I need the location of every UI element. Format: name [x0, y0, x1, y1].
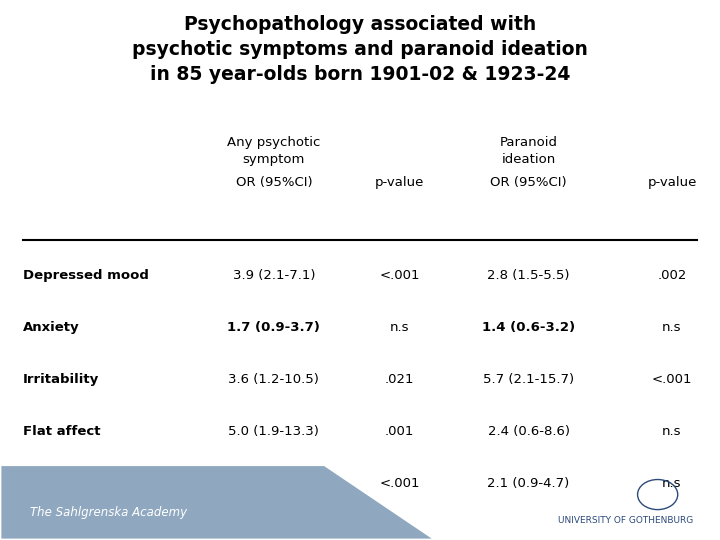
- Text: Any psychotic: Any psychotic: [228, 136, 320, 149]
- Text: 2.8 (1.5-5.5): 2.8 (1.5-5.5): [487, 269, 570, 282]
- Text: 1.4 (0.6-3.2): 1.4 (0.6-3.2): [482, 321, 575, 334]
- Text: 4.1 (2.1-8.0): 4.1 (2.1-8.0): [233, 477, 315, 490]
- Text: Psychopathology associated with
psychotic symptoms and paranoid ideation
in 85 y: Psychopathology associated with psychoti…: [132, 15, 588, 84]
- Text: n.s: n.s: [662, 425, 682, 438]
- Text: Paranoid: Paranoid: [500, 136, 557, 149]
- Text: n.s: n.s: [662, 321, 682, 334]
- Text: 5.7 (2.1-15.7): 5.7 (2.1-15.7): [483, 373, 574, 386]
- Text: symptom: symptom: [243, 153, 305, 166]
- Text: Irritability: Irritability: [23, 373, 99, 386]
- Text: OR (95%CI): OR (95%CI): [490, 177, 567, 190]
- Text: .021: .021: [384, 373, 414, 386]
- Text: p-value: p-value: [374, 177, 424, 190]
- Text: p-value: p-value: [647, 177, 697, 190]
- Text: Anxiety: Anxiety: [23, 321, 79, 334]
- Text: ideation: ideation: [501, 153, 556, 166]
- Text: OR (95%CI): OR (95%CI): [235, 177, 312, 190]
- Text: 1.7 (0.9-3.7): 1.7 (0.9-3.7): [228, 321, 320, 334]
- Text: <.001: <.001: [379, 477, 420, 490]
- Text: The Sahlgrenska Academy: The Sahlgrenska Academy: [30, 507, 187, 519]
- Text: .001: .001: [384, 425, 414, 438]
- Text: Depressed mood: Depressed mood: [23, 269, 149, 282]
- Text: n.s: n.s: [662, 477, 682, 490]
- Text: 2.1 (0.9-4.7): 2.1 (0.9-4.7): [487, 477, 570, 490]
- Text: 2.4 (0.6-8.6): 2.4 (0.6-8.6): [487, 425, 570, 438]
- Text: 5.0 (1.9-13.3): 5.0 (1.9-13.3): [228, 425, 320, 438]
- Text: 3.6 (1.2-10.5): 3.6 (1.2-10.5): [228, 373, 320, 386]
- Text: 3.9 (2.1-7.1): 3.9 (2.1-7.1): [233, 269, 315, 282]
- Polygon shape: [1, 466, 432, 538]
- Text: Flat affect: Flat affect: [23, 425, 100, 438]
- Text: UNIVERSITY OF GOTHENBURG: UNIVERSITY OF GOTHENBURG: [558, 516, 693, 525]
- Text: <.001: <.001: [379, 269, 420, 282]
- Text: Suicidal ideation: Suicidal ideation: [23, 477, 148, 490]
- Text: <.001: <.001: [652, 373, 692, 386]
- Text: .002: .002: [657, 269, 687, 282]
- Text: n.s: n.s: [390, 321, 409, 334]
